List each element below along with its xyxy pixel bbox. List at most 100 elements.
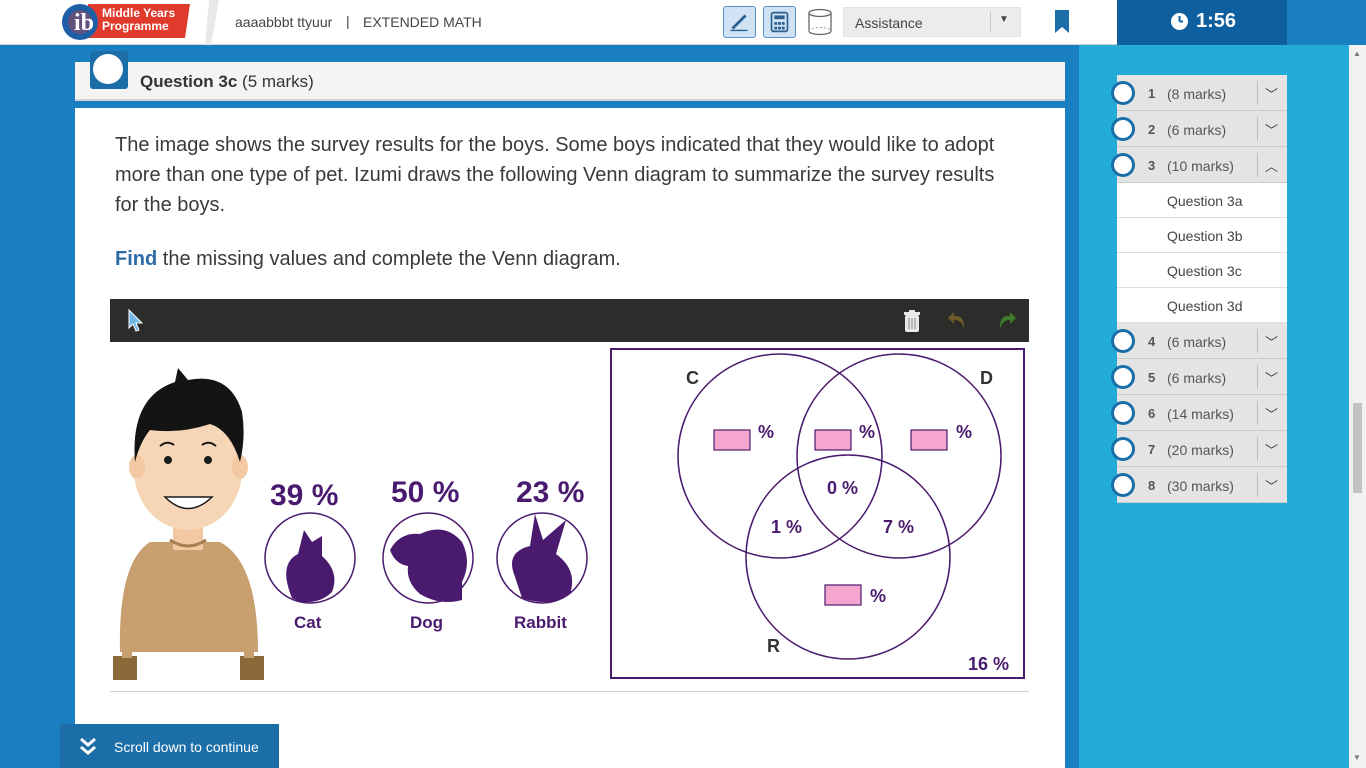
double-chevron-down-icon — [80, 737, 96, 755]
nav-question-marks: (10 marks) — [1167, 158, 1234, 174]
question-flag-button[interactable] — [90, 51, 128, 89]
logo-line-1: Middle Years — [102, 6, 176, 20]
pen-tool-button[interactable] — [723, 6, 756, 38]
question-prompt: The image shows the survey results for t… — [115, 134, 995, 216]
nav-question-number: 8 — [1148, 478, 1156, 493]
c-and-d-input[interactable] — [814, 429, 852, 451]
pointer-icon[interactable] — [127, 309, 145, 333]
nav-question-6[interactable]: 6 (14 marks) ﹀ — [1111, 395, 1287, 431]
rabbit-badge — [496, 512, 588, 604]
survey-figure: 39 % 50 % 23 % % % % % 0 % 1 % 7 % 16 % … — [113, 348, 1025, 680]
c-and-d-unit: % — [859, 422, 875, 442]
status-circle-icon — [1111, 473, 1135, 497]
top-bar: ib Middle Years Programme aaaabbbt ttyuu… — [0, 0, 1117, 45]
status-circle-icon — [1111, 81, 1135, 105]
calculator-icon — [770, 11, 789, 33]
chevron-down-icon[interactable]: ﹀ — [1265, 371, 1279, 386]
c-d-r-value: 0 % — [827, 478, 858, 498]
status-circle-icon — [1111, 401, 1135, 425]
chevron-down-icon[interactable]: ﹀ — [1265, 87, 1279, 102]
assistance-dropdown[interactable]: Assistance ▼ — [843, 7, 1021, 37]
nav-question-1[interactable]: 1 (8 marks) ﹀ — [1111, 75, 1287, 111]
redo-icon[interactable] — [996, 309, 1018, 331]
chevron-up-icon[interactable]: ︿ — [1265, 159, 1279, 174]
r-only-unit: % — [870, 586, 886, 606]
c-r-value: 1 % — [771, 517, 802, 537]
nav-divider — [1257, 437, 1258, 461]
nav-subquestion[interactable]: Question 3d — [1117, 288, 1287, 323]
nav-question-4[interactable]: 4 (6 marks) ﹀ — [1111, 323, 1287, 359]
nav-subquestion[interactable]: Question 3c — [1117, 253, 1287, 288]
rabbit-label: Rabbit — [514, 613, 567, 632]
scroll-down-label: Scroll down to continue — [114, 739, 259, 755]
d-only-input[interactable] — [910, 429, 948, 451]
geometry-tool-button[interactable] — [804, 6, 837, 38]
question-marks: (5 marks) — [242, 72, 314, 91]
status-circle-icon — [1111, 437, 1135, 461]
chevron-down-icon[interactable]: ﹀ — [1265, 123, 1279, 138]
nav-question-7[interactable]: 7 (20 marks) ﹀ — [1111, 431, 1287, 467]
boy-illustration — [113, 368, 264, 680]
nav-question-number: 5 — [1148, 370, 1156, 385]
nav-divider — [1257, 81, 1258, 105]
nav-subquestion-label: Question 3d — [1167, 298, 1243, 314]
nav-question-marks: (8 marks) — [1167, 86, 1227, 102]
status-circle-icon — [1111, 117, 1135, 141]
cat-percent: 39 % — [270, 479, 338, 512]
chevron-down-icon[interactable]: ﹀ — [1265, 407, 1279, 422]
dog-badge — [382, 512, 474, 604]
page-scrollbar[interactable]: ▲ ▼ — [1349, 45, 1366, 768]
question-title: Question 3c (5 marks) — [140, 72, 314, 92]
chevron-down-icon[interactable]: ﹀ — [1265, 443, 1279, 458]
nav-subquestion-label: Question 3c — [1167, 263, 1242, 279]
student-name: aaaabbbt ttyuur — [235, 14, 333, 30]
nav-question-3[interactable]: 3 (10 marks) ︿ — [1111, 147, 1287, 183]
nav-question-number: 3 — [1148, 158, 1156, 173]
question-number: Question 3c — [140, 72, 238, 91]
nav-divider — [1257, 365, 1258, 389]
question-header — [75, 62, 1065, 101]
header-separator: | — [346, 13, 350, 29]
chevron-down-icon: ▼ — [999, 14, 1009, 25]
set-d-label: D — [980, 368, 993, 388]
nav-subquestion[interactable]: Question 3a — [1117, 183, 1287, 218]
trash-icon[interactable] — [902, 309, 922, 333]
logo-text: Middle Years Programme — [102, 7, 175, 33]
scroll-down-button[interactable]: Scroll down to continue — [60, 724, 279, 768]
flag-circle-icon — [93, 54, 123, 84]
calculator-button[interactable] — [763, 6, 796, 38]
nav-question-5[interactable]: 5 (6 marks) ﹀ — [1111, 359, 1287, 395]
instruction-text: the missing values and complete the Venn… — [157, 248, 621, 270]
chevron-down-icon[interactable]: ﹀ — [1265, 335, 1279, 350]
nav-question-number: 4 — [1148, 334, 1156, 349]
assistance-label: Assistance — [855, 15, 923, 31]
outside-value: 16 % — [968, 654, 1009, 674]
chevron-down-icon[interactable]: ﹀ — [1265, 479, 1279, 494]
clock-icon — [1171, 13, 1188, 30]
scroll-up-icon[interactable]: ▲ — [1353, 49, 1361, 58]
bookmark-icon[interactable] — [1055, 10, 1069, 33]
nav-question-marks: (30 marks) — [1167, 478, 1234, 494]
undo-icon[interactable] — [946, 309, 968, 331]
course-name: EXTENDED MATH — [363, 14, 482, 30]
dropdown-divider — [990, 12, 991, 32]
scroll-thumb[interactable] — [1353, 403, 1362, 493]
nav-question-marks: (6 marks) — [1167, 334, 1227, 350]
scroll-down-icon[interactable]: ▼ — [1353, 753, 1361, 762]
dog-label: Dog — [410, 613, 443, 632]
c-only-input[interactable] — [713, 429, 751, 451]
rabbit-percent: 23 % — [516, 476, 584, 509]
timer-value: 1:56 — [1196, 10, 1237, 32]
nav-question-8[interactable]: 8 (30 marks) ﹀ — [1111, 467, 1287, 503]
cat-badge — [264, 512, 356, 604]
ib-logo: ib — [62, 4, 190, 40]
timer-panel — [1117, 0, 1287, 45]
instruction-command: Find — [115, 248, 158, 270]
nav-question-number: 7 — [1148, 442, 1156, 457]
pen-icon — [730, 14, 748, 32]
nav-subquestion[interactable]: Question 3b — [1117, 218, 1287, 253]
nav-question-number: 1 — [1148, 86, 1156, 101]
set-r-label: R — [767, 636, 780, 656]
nav-question-2[interactable]: 2 (6 marks) ﹀ — [1111, 111, 1287, 147]
r-only-input[interactable] — [824, 584, 862, 606]
